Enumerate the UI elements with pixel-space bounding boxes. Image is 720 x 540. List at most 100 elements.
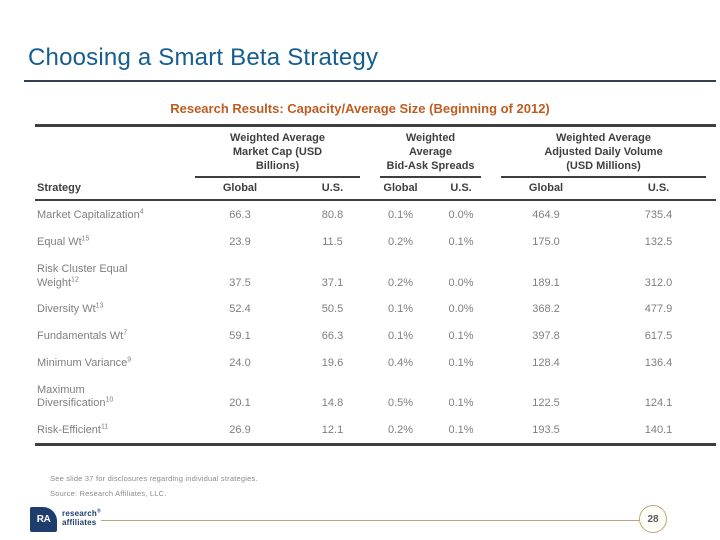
footnote-ref: 9 xyxy=(127,356,132,364)
value-cell: 0.4% xyxy=(387,356,414,369)
group-label: Weighted Average Market Cap (USD Billion… xyxy=(195,132,361,179)
value-cell: 0.0% xyxy=(448,209,474,222)
footnote-ref: 12 xyxy=(71,275,79,283)
value-cell: 368.2 xyxy=(532,303,560,316)
value-cell: 617.5 xyxy=(644,330,673,342)
col-header-us: U.S. xyxy=(601,178,717,202)
value-cell: 0.1% xyxy=(448,236,474,248)
footnote-ref: 15 xyxy=(81,235,90,243)
table-row: Risk Cluster Equal Weight12 37.5 37.1 0.… xyxy=(35,255,716,296)
registered-mark: ® xyxy=(96,508,101,515)
col-header-global: Global xyxy=(491,178,602,202)
footnote-source: Source: Research Affiliates, LLC. xyxy=(50,489,167,498)
value-cell: 26.9 xyxy=(185,416,295,446)
value-cell: 20.1 xyxy=(229,397,251,410)
value-cell: 136.4 xyxy=(644,356,673,369)
research-affiliates-logo: RA research® affiliates xyxy=(30,507,101,532)
footnote-ref: 7 xyxy=(123,329,128,337)
sub-header-row: Strategy Global U.S. Global U.S. Global … xyxy=(35,178,717,202)
value-cell: 128.4 xyxy=(532,356,560,369)
value-cell: 11.5 xyxy=(322,236,343,248)
value-cell: 189.1 xyxy=(532,276,560,289)
value-cell: 0.1% xyxy=(448,356,474,369)
table-row: Maximum Diversification10 20.1 14.8 0.5%… xyxy=(35,376,716,417)
value-cell: 0.2% xyxy=(387,236,414,248)
footnote-ref: 13 xyxy=(95,302,104,310)
results-table-container: Weighted Average Market Cap (USD Billion… xyxy=(35,124,717,446)
footnotes: See slide 37 for disclosures regarding i… xyxy=(50,475,258,505)
group-label: Weighted Average Adjusted Daily Volume (… xyxy=(501,132,707,179)
value-cell: 59.1 xyxy=(229,330,251,342)
value-cell: 37.5 xyxy=(229,276,251,289)
logo-mark-icon: RA xyxy=(30,507,57,532)
value-cell: 66.3 xyxy=(321,330,344,342)
strategy-cell: Fundamentals Wt7 xyxy=(37,329,128,342)
page-number: 28 xyxy=(647,513,659,525)
value-cell: 0.1% xyxy=(387,330,414,342)
page-number-badge: 28 xyxy=(639,505,667,533)
value-cell: 122.5 xyxy=(532,397,560,410)
value-cell: 193.5 xyxy=(491,416,602,446)
value-cell: 0.0% xyxy=(448,276,474,289)
value-cell: 12.1 xyxy=(295,416,371,446)
table-row: Diversity Wt13 52.4 50.5 0.1% 0.0% 368.2… xyxy=(35,295,716,322)
col-header-global: Global xyxy=(370,178,432,202)
value-cell: 0.5% xyxy=(387,397,414,410)
value-cell: 66.3 xyxy=(229,209,251,222)
group-label: Weighted Average Bid-Ask Spreads xyxy=(380,132,482,179)
value-cell: 477.9 xyxy=(644,303,673,316)
value-cell: 0.2% xyxy=(387,276,414,289)
table-row: Fundamentals Wt7 59.1 66.3 0.1% 0.1% 397… xyxy=(35,322,716,349)
table-row: Minimum Variance9 24.0 19.6 0.4% 0.1% 12… xyxy=(35,349,716,376)
value-cell: 735.4 xyxy=(644,209,673,222)
value-cell: 80.8 xyxy=(321,209,344,222)
group-header-bid-ask: Weighted Average Bid-Ask Spreads xyxy=(370,126,491,179)
group-header-market-cap: Weighted Average Market Cap (USD Billion… xyxy=(185,126,370,179)
group-header-spacer xyxy=(35,126,185,179)
strategy-cell: Maximum Diversification10 xyxy=(37,383,114,410)
footnote-ref: 10 xyxy=(105,396,114,404)
strategy-cell: Market Capitalization4 xyxy=(37,208,144,222)
col-header-us: U.S. xyxy=(431,178,492,202)
value-cell: 0.0% xyxy=(448,303,474,316)
value-cell: 14.8 xyxy=(321,397,344,410)
title-underline xyxy=(24,80,716,82)
footnote-disclosures: See slide 37 for disclosures regarding i… xyxy=(50,474,258,483)
strategy-column-header: Strategy xyxy=(35,178,185,202)
value-cell: 0.2% xyxy=(370,416,432,446)
value-cell: 140.1 xyxy=(601,416,717,446)
value-cell: 124.1 xyxy=(644,397,673,410)
value-cell: 312.0 xyxy=(644,276,673,289)
value-cell: 397.8 xyxy=(532,330,560,342)
group-header-row: Weighted Average Market Cap (USD Billion… xyxy=(35,126,716,179)
strategy-cell: Diversity Wt13 xyxy=(37,302,104,316)
strategy-cell: Equal Wt15 xyxy=(37,235,90,248)
results-table: Weighted Average Market Cap (USD Billion… xyxy=(35,124,717,446)
table-row: Market Capitalization4 66.3 80.8 0.1% 0.… xyxy=(35,200,716,228)
value-cell: 19.6 xyxy=(321,356,344,369)
page-title: Choosing a Smart Beta Strategy xyxy=(28,44,379,71)
value-cell: 24.0 xyxy=(229,356,251,369)
value-cell: 23.9 xyxy=(229,236,251,248)
footer-rule xyxy=(101,520,639,521)
table-subtitle: Research Results: Capacity/Average Size … xyxy=(170,101,550,116)
footnote-ref: 11 xyxy=(100,423,109,431)
value-cell: 175.0 xyxy=(532,236,560,248)
strategy-cell: Risk Cluster Equal Weight12 xyxy=(37,262,128,289)
value-cell: 0.1% xyxy=(448,397,474,410)
footnote-ref: 4 xyxy=(139,208,144,216)
value-cell: 0.1% xyxy=(387,209,414,222)
logo-wordmark: research® affiliates xyxy=(62,508,101,527)
value-cell: 37.1 xyxy=(321,276,344,289)
group-header-volume: Weighted Average Adjusted Daily Volume (… xyxy=(491,126,716,179)
col-header-us: U.S. xyxy=(295,178,371,202)
col-header-global: Global xyxy=(185,178,295,202)
value-cell: 50.5 xyxy=(321,303,344,316)
value-cell: 464.9 xyxy=(532,209,560,222)
value-cell: 132.5 xyxy=(644,236,673,248)
value-cell: 0.1% xyxy=(387,303,414,316)
strategy-cell: Risk-Efficient11 xyxy=(35,416,185,446)
value-cell: 0.1% xyxy=(448,330,474,342)
value-cell: 0.1% xyxy=(431,416,492,446)
